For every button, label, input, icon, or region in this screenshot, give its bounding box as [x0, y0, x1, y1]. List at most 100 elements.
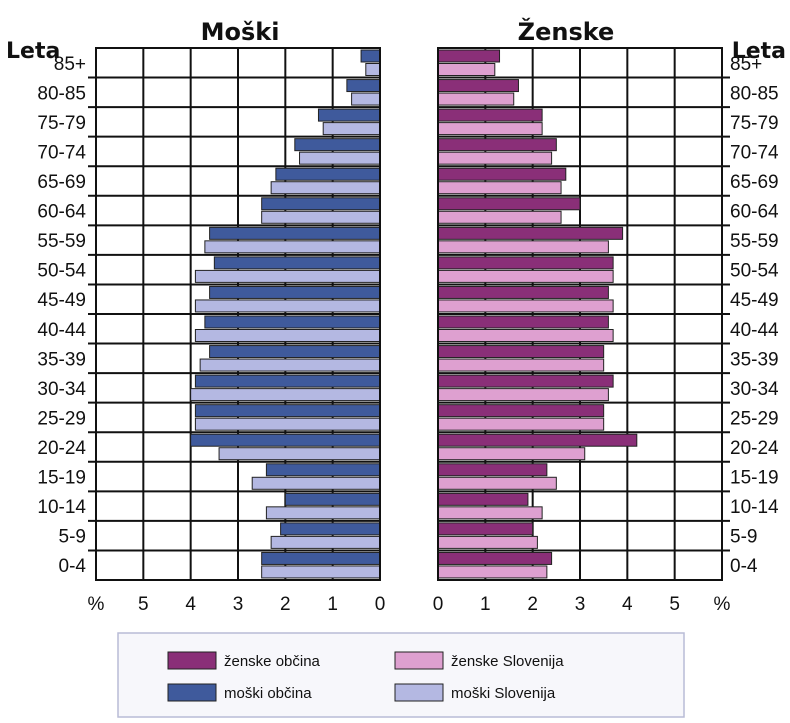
left-bar-slovenija-65-69 — [271, 182, 380, 194]
left-bar-obcina-60-64 — [262, 198, 380, 210]
right-age-label: 45-49 — [730, 290, 779, 311]
right-age-label: 35-39 — [730, 349, 779, 370]
right-bar-slovenija-65-69 — [438, 182, 561, 194]
left-age-label: 55-59 — [37, 231, 86, 252]
right-bar-slovenija-25-29 — [438, 418, 604, 430]
right-x-tick-label: % — [714, 594, 731, 615]
right-x-tick-label: 2 — [527, 594, 538, 615]
legend-swatch — [395, 684, 443, 701]
right-bar-slovenija-50-54 — [438, 270, 613, 282]
right-bar-slovenija-40-44 — [438, 330, 613, 342]
right-bar-slovenija-10-14 — [438, 507, 542, 519]
left-age-label: 75-79 — [37, 113, 86, 134]
left-bar-slovenija-35-39 — [200, 359, 380, 371]
left-bar-obcina-50-54 — [214, 257, 380, 269]
left-bar-obcina-0-4 — [262, 552, 380, 564]
right-x-tick-label: 3 — [575, 594, 586, 615]
legend-label: moški občina — [224, 685, 312, 702]
left-age-label: 20-24 — [37, 438, 86, 459]
left-age-label: 40-44 — [37, 320, 86, 341]
left-x-tick-label: 0 — [375, 594, 386, 615]
right-bar-obcina-55-59 — [438, 227, 623, 239]
right-bar-slovenija-45-49 — [438, 300, 613, 312]
right-age-label: 0-4 — [730, 556, 758, 577]
right-age-label: 30-34 — [730, 379, 779, 400]
right-bar-obcina-15-19 — [438, 464, 547, 476]
left-bar-slovenija-20-24 — [219, 448, 380, 460]
left-bar-slovenija-40-44 — [195, 330, 380, 342]
right-age-label: 50-54 — [730, 261, 779, 282]
left-age-label: 25-29 — [37, 408, 86, 429]
right-bar-obcina-40-44 — [438, 316, 608, 328]
right-age-label: 10-14 — [730, 497, 779, 518]
left-bar-slovenija-25-29 — [195, 418, 380, 430]
right-bar-obcina-30-34 — [438, 375, 613, 387]
right-age-label: 5-9 — [730, 527, 757, 548]
left-panel-title: Moški — [201, 18, 280, 46]
right-bar-slovenija-20-24 — [438, 448, 585, 460]
left-bar-obcina-30-34 — [195, 375, 380, 387]
right-age-label: 60-64 — [730, 202, 779, 223]
left-age-label: 0-4 — [59, 556, 87, 577]
right-bar-obcina-75-79 — [438, 109, 542, 121]
left-x-tick-label: 2 — [280, 594, 291, 615]
right-bar-obcina-65-69 — [438, 168, 566, 180]
left-age-label: 5-9 — [59, 527, 86, 548]
left-bar-slovenija-0-4 — [262, 566, 380, 578]
left-x-tick-label: 5 — [138, 594, 149, 615]
left-axis-label-leta: Leta — [6, 39, 60, 64]
right-x-tick-label: 5 — [669, 594, 680, 615]
right-age-label: 55-59 — [730, 231, 779, 252]
left-x-tick-label: 3 — [233, 594, 244, 615]
left-bar-obcina-5-9 — [281, 523, 380, 535]
right-bar-obcina-5-9 — [438, 523, 533, 535]
legend-box — [118, 633, 684, 717]
left-bar-slovenija-85+ — [366, 64, 380, 76]
left-age-label: 65-69 — [37, 172, 86, 193]
right-x-tick-label: 4 — [622, 594, 633, 615]
left-age-label: 80-85 — [37, 83, 86, 104]
right-panel-title: Ženske — [518, 17, 615, 46]
left-age-label: 60-64 — [37, 202, 86, 223]
right-age-label: 75-79 — [730, 113, 779, 134]
right-bar-obcina-20-24 — [438, 434, 637, 446]
left-bar-obcina-55-59 — [210, 227, 380, 239]
left-bar-obcina-25-29 — [195, 405, 380, 417]
right-x-tick-label: 1 — [480, 594, 491, 615]
left-age-label: 70-74 — [37, 142, 86, 163]
left-bar-obcina-40-44 — [205, 316, 380, 328]
right-age-label: 15-19 — [730, 468, 779, 489]
right-bar-slovenija-35-39 — [438, 359, 604, 371]
right-bar-obcina-60-64 — [438, 198, 580, 210]
right-bar-slovenija-15-19 — [438, 477, 556, 489]
left-age-label: 50-54 — [37, 261, 86, 282]
right-bar-slovenija-75-79 — [438, 123, 542, 135]
left-bar-obcina-10-14 — [285, 493, 380, 505]
left-bar-slovenija-60-64 — [262, 211, 380, 223]
left-age-label: 30-34 — [37, 379, 86, 400]
left-bar-slovenija-10-14 — [266, 507, 380, 519]
right-age-label: 65-69 — [730, 172, 779, 193]
left-bar-slovenija-70-74 — [300, 152, 380, 164]
left-bar-obcina-70-74 — [295, 139, 380, 151]
left-bar-obcina-65-69 — [276, 168, 380, 180]
right-age-label: 40-44 — [730, 320, 779, 341]
right-age-label: 25-29 — [730, 408, 779, 429]
left-bar-slovenija-50-54 — [195, 270, 380, 282]
right-bar-slovenija-70-74 — [438, 152, 552, 164]
left-bar-slovenija-5-9 — [271, 536, 380, 548]
left-age-label: 35-39 — [37, 349, 86, 370]
right-age-label: 70-74 — [730, 142, 779, 163]
right-bar-slovenija-60-64 — [438, 211, 561, 223]
right-bar-obcina-35-39 — [438, 346, 604, 358]
legend-label: ženske Slovenija — [451, 653, 564, 670]
right-bar-slovenija-5-9 — [438, 536, 537, 548]
right-bar-obcina-25-29 — [438, 405, 604, 417]
left-bar-obcina-35-39 — [210, 346, 380, 358]
left-bar-obcina-45-49 — [210, 286, 380, 298]
right-bar-slovenija-80-85 — [438, 93, 514, 105]
left-bar-obcina-75-79 — [318, 109, 380, 121]
right-bar-obcina-50-54 — [438, 257, 613, 269]
right-age-label: 20-24 — [730, 438, 779, 459]
right-bar-obcina-10-14 — [438, 493, 528, 505]
